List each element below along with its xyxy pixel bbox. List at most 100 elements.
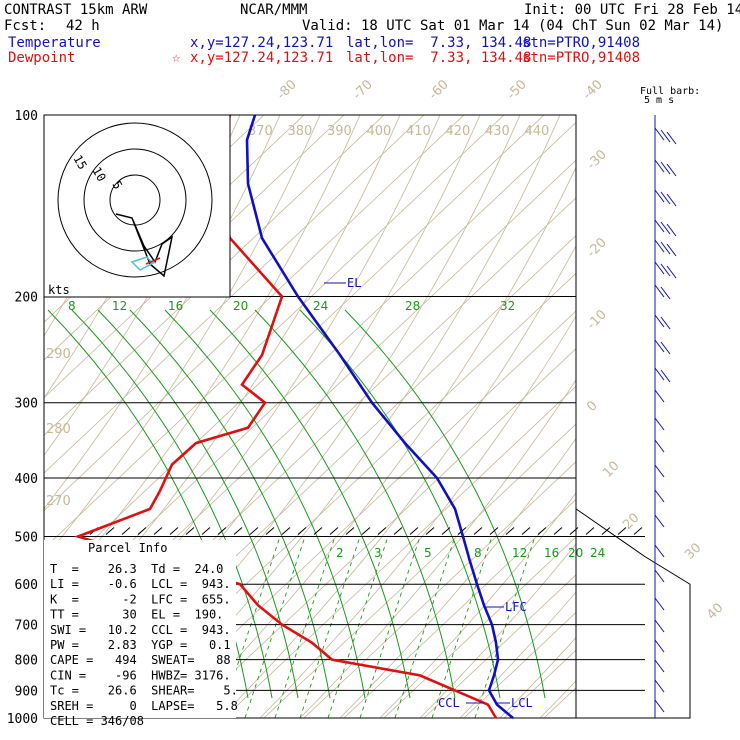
mixing-ratio-label: 28 [405,299,420,313]
temperature-label: 10 [600,459,622,481]
wind-barb [654,127,665,141]
wind-barb [654,159,665,173]
dewpoint-latlon: lat,lon= 7.33, 134.48 [346,50,532,66]
dewpoint-point [149,508,151,510]
temperature-point [261,237,263,239]
parcel-info-row: PW = 2.83 YGP = 0.1 [50,638,231,652]
hatch-mark [585,527,595,535]
hatch-mark [617,527,627,535]
temperature-latlon: lat,lon= 7.33, 134.48 [346,35,532,51]
parcel-info-row: CELL = 346/08 [50,714,144,728]
mixing-ratio-label: 5 [424,546,432,560]
dry-adiabat-line [219,245,576,718]
wind-barb [654,619,665,633]
valid-time: Valid: 18 UTC Sat 01 Mar 14 (04 ChT Sun … [302,18,724,34]
barb-label-2: 5 m s [644,95,675,106]
temperature-label: 0 [584,398,600,414]
hatch-mark [601,527,611,535]
temperature-point [436,477,438,479]
hatch-mark [281,527,291,535]
wind-barb [654,639,665,653]
temperature-point [404,442,406,444]
dewpoint-point [241,383,243,386]
dewpoint-point [281,623,283,626]
pressure-label: 900 [15,684,38,699]
hatch-mark [153,527,163,535]
theta-label: 410 [406,124,431,139]
theta-label: 380 [288,124,313,139]
temperature-label: -20 [584,235,610,261]
theta-label: 440 [525,124,550,139]
hatch-mark [185,527,195,535]
dry-adiabat-line [259,315,576,718]
isotherm-line [263,423,576,718]
temperature-legend: Temperature [8,35,101,51]
wind-barb [660,241,671,255]
init-time: Init: 00 UTC Fri 28 Feb 14 [524,2,740,18]
isotherm-line [704,115,740,718]
hodograph-box [43,114,231,298]
parcel-info-box [44,540,236,718]
wind-barb [654,284,665,298]
parcel-info-row: CIN = -96 HWBZ= 3176. [50,668,231,682]
dewpoint-point [77,535,79,538]
temperature-point [371,401,373,404]
temperature-station: stn=PTRO,91408 [522,35,641,51]
hatch-mark [201,527,211,535]
temperature-label: 40 [704,601,726,623]
moist-adiabat-line [71,309,273,699]
isotherm-line [503,649,576,718]
hatch-mark [329,527,339,535]
hatch-mark [393,527,403,535]
isotherm-line [303,461,576,718]
dewpoint-point [239,583,241,585]
pressure-label: 800 [15,654,38,669]
dewpoint-station: stn=PTRO,91408 [522,50,641,66]
temperature-xy: x,y=127.24,123.71 [190,35,334,51]
parcel-info-row: TT = 30 EL = 190. [50,608,223,622]
parcel-info-row: T = 26.3 Td = 24.0 [50,562,223,576]
temperature-point [469,560,471,563]
parcel-info-row: K = -2 LFC = 655. [50,592,231,606]
theta-side-label: 290 [46,347,71,362]
hodograph-ring [57,122,213,278]
hatch-mark [377,527,387,535]
pressure-label: 500 [15,530,38,545]
moist-adiabat-line [129,309,331,699]
pressure-label: 100 [15,109,38,124]
temperature-label: 30 [682,541,704,563]
dewpoint-point [495,717,497,719]
temperature-point [339,354,341,356]
theta-label: 420 [446,124,471,139]
parcel-info-row: SREH = 0 LAPSE= 5.8 [50,699,238,713]
dewpoint-point [331,658,333,661]
mixing-ratio-label: 24 [590,546,605,560]
temperature-point [462,535,464,538]
theta-label: 430 [485,124,510,139]
wind-barb [654,489,665,503]
hatch-mark [121,527,131,535]
dewpoint-profile [73,114,498,719]
mixing-ratio-label: 8 [474,546,482,560]
wind-barb [654,219,665,233]
theta-side-label: 270 [46,494,71,509]
dry-adiabat-line [580,115,740,718]
dry-adiabat-line [44,115,281,510]
moist-adiabat-line [164,309,366,699]
hatch-mark [105,527,115,535]
hodograph-ring-label: 15 [70,153,89,173]
hatch-mark [265,527,275,535]
theta-label: 390 [327,124,352,139]
wind-barb [654,439,665,453]
temperature-label: -50 [504,77,530,103]
wind-barb [654,339,665,353]
isotherm-line [44,115,465,512]
fcst-value: 42 h [66,18,100,34]
wind-barb [654,544,665,558]
temperature-label: -60 [426,77,452,103]
dewpoint-point [281,295,283,298]
mixing-ratio-label: 12 [112,299,127,313]
dewpoint-point [487,703,489,706]
hatch-mark [217,527,227,535]
mixing-ratio-label: 16 [544,546,559,560]
